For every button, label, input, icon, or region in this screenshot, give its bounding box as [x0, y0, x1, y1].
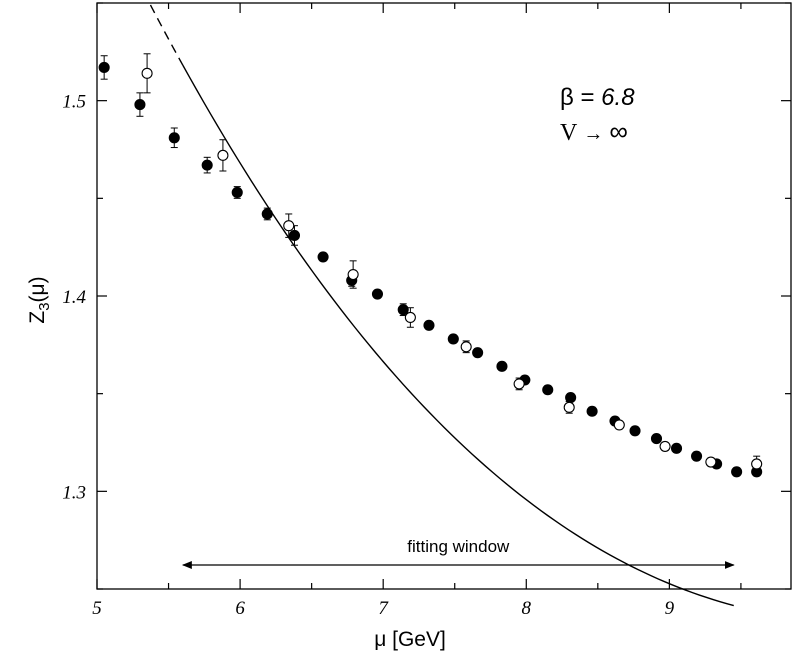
fit-curve-solid — [182, 64, 734, 607]
x-tick-label: 5 — [92, 598, 102, 619]
data-point-open — [217, 139, 229, 172]
marker-filled — [447, 333, 459, 345]
marker-filled — [670, 442, 683, 454]
data-point-filled — [542, 384, 554, 396]
data-point-open — [563, 400, 575, 414]
data-point-filled — [201, 156, 213, 174]
marker-open — [217, 149, 229, 161]
fit-curve-dashed — [147, 0, 184, 66]
data-point-open — [347, 260, 359, 289]
marker-open — [563, 401, 575, 413]
marker-filled — [98, 61, 110, 74]
data-point-open — [659, 440, 671, 452]
marker-filled — [472, 347, 484, 359]
marker-filled — [629, 425, 641, 437]
marker-filled — [288, 229, 301, 241]
parameter-annotation: β = 6.8 V → ∞ — [560, 84, 635, 146]
marker-filled — [261, 208, 273, 220]
marker-open — [613, 419, 625, 431]
data-point-filled — [371, 288, 384, 300]
data-point-open — [751, 455, 763, 473]
marker-filled — [371, 288, 384, 300]
data-point-filled — [731, 466, 743, 478]
beta-annotation: β = 6.8 — [560, 84, 635, 111]
data-point-filled — [472, 347, 484, 359]
axis-ticks — [96, 2, 791, 590]
data-point-filled — [447, 333, 459, 345]
data-point-open — [705, 456, 717, 468]
data-point-open — [513, 377, 525, 391]
x-tick-label: 8 — [522, 598, 532, 619]
data-point-filled — [231, 186, 243, 199]
y-tick-label: 1.3 — [62, 482, 86, 503]
marker-filled — [650, 433, 663, 445]
data-point-filled — [496, 360, 508, 372]
marker-filled — [397, 304, 409, 316]
marker-open — [751, 458, 763, 470]
data-point-filled — [134, 92, 146, 117]
marker-filled — [691, 450, 703, 462]
marker-filled — [201, 159, 213, 171]
data-point-filled — [691, 450, 703, 462]
data-point-filled — [423, 319, 435, 331]
marker-filled — [317, 251, 329, 263]
marker-open — [659, 440, 671, 452]
data-point-open — [141, 53, 153, 94]
marker-open — [141, 67, 153, 79]
marker-filled — [542, 384, 554, 396]
marker-open — [404, 311, 416, 324]
plot-frame — [96, 2, 792, 590]
marker-open — [705, 456, 717, 468]
data-point-filled — [397, 303, 409, 317]
x-tick-label: 7 — [378, 598, 389, 619]
x-axis-title: μ [GeV] — [374, 628, 446, 651]
data-point-filled — [261, 207, 273, 221]
data-point-filled — [317, 251, 329, 263]
marker-filled — [134, 99, 146, 111]
marker-open — [460, 341, 472, 353]
data-point-open — [460, 340, 472, 354]
marker-filled — [231, 186, 243, 199]
data-point-open — [283, 213, 295, 238]
fitting-window: fitting window — [181, 537, 735, 569]
marker-open — [513, 378, 525, 390]
fit-curve — [147, 0, 734, 607]
data-point-open — [404, 307, 416, 328]
y-axis-title: Z3(μ) — [26, 276, 53, 323]
data-point-filled — [650, 433, 663, 445]
y-tick-label: 1.5 — [62, 92, 86, 113]
axis-tick-labels: 5 6 7 8 9 1.3 1.4 1.5 — [62, 92, 674, 619]
x-tick-label: 6 — [235, 598, 245, 619]
data-point-filled — [98, 55, 110, 80]
marker-filled — [586, 405, 598, 417]
marker-filled — [423, 319, 435, 331]
marker-filled — [496, 360, 508, 372]
data-point-filled — [586, 405, 598, 417]
marker-filled — [731, 466, 743, 478]
marker-open — [283, 220, 295, 232]
data-point-filled — [670, 442, 683, 454]
data-points — [98, 53, 763, 478]
data-point-filled — [629, 425, 641, 437]
fitting-window-label: fitting window — [407, 537, 510, 556]
volume-annotation: V → ∞ — [560, 116, 628, 146]
x-tick-label: 9 — [665, 598, 675, 619]
data-point-filled — [168, 127, 180, 149]
marker-open — [347, 268, 359, 281]
marker-filled — [168, 132, 180, 144]
y-tick-label: 1.4 — [62, 287, 86, 308]
data-point-open — [613, 419, 625, 431]
